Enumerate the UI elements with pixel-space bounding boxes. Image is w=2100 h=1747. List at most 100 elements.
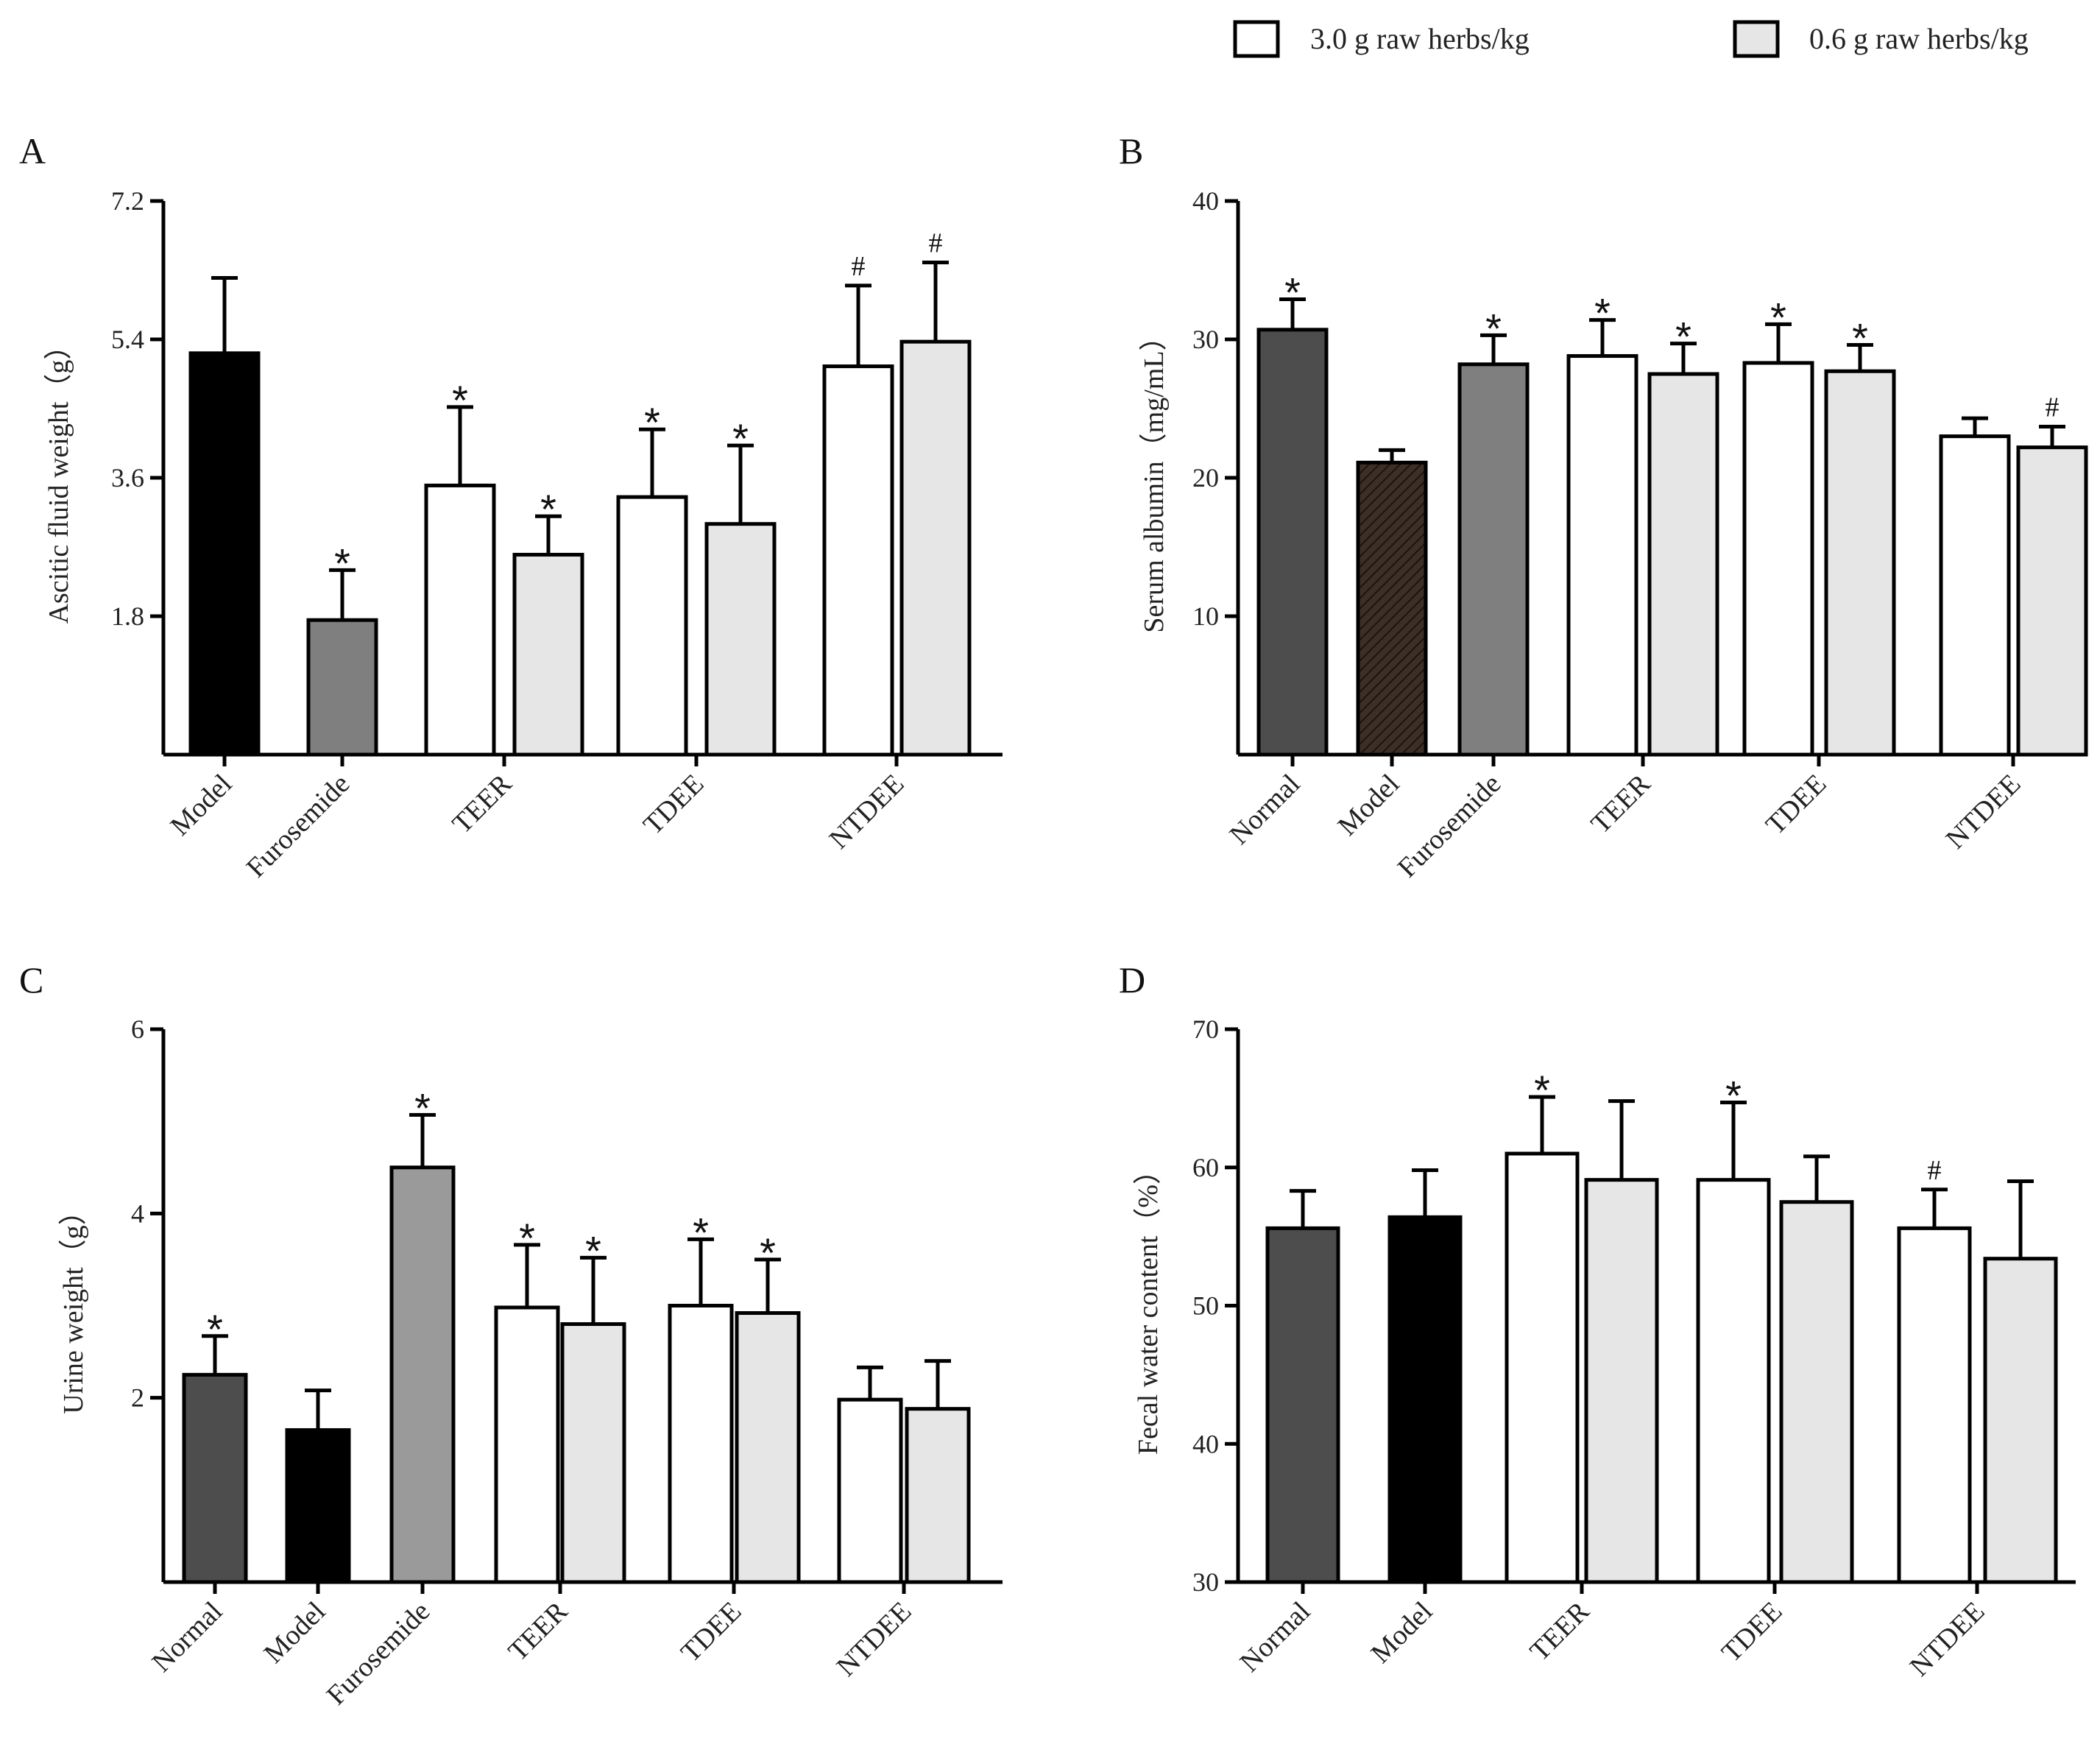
significance-star: * (540, 486, 556, 532)
x-tick-label: Normal (1234, 1596, 1317, 1679)
bar (837, 1397, 903, 1584)
bar (1566, 354, 1638, 757)
significance-star: * (732, 415, 749, 462)
significance-hash: # (852, 251, 866, 282)
bar (1457, 362, 1530, 757)
significance-star: * (334, 540, 350, 586)
significance-star: * (1534, 1067, 1550, 1113)
x-tick-label: NTDEE (1904, 1596, 1991, 1683)
significance-star: * (585, 1227, 601, 1274)
y-tick-label: 10 (1192, 601, 1219, 631)
y-tick-label: 6 (131, 1014, 144, 1044)
y-tick-label: 2 (131, 1383, 144, 1413)
bar (1939, 434, 2011, 757)
bar (668, 1304, 734, 1584)
legend-label-low-dose: 0.6 g raw herbs/kg (1809, 22, 2029, 55)
bar (188, 351, 261, 757)
x-tick-label: Furosemide (241, 769, 356, 884)
x-tick-label: TDEE (675, 1596, 747, 1668)
x-tick-label: Model (165, 769, 238, 842)
bar (182, 1372, 248, 1584)
x-tick-label: Furosemide (1392, 769, 1507, 884)
bar (1779, 1200, 1854, 1584)
x-tick-label: NTDEE (831, 1596, 918, 1683)
y-axis-title: Serum albumin（mg/mL） (1139, 322, 1170, 632)
significance-star: * (760, 1229, 776, 1276)
bar (1505, 1151, 1580, 1584)
bar (2016, 445, 2088, 757)
significance-star: * (1725, 1073, 1742, 1119)
bar (1983, 1257, 2058, 1584)
y-tick-label: 50 (1192, 1291, 1219, 1321)
y-axis-title: Urine weight（g） (58, 1197, 89, 1414)
x-tick-label: TDEE (1716, 1596, 1788, 1668)
significance-hash: # (2046, 392, 2060, 423)
y-axis-title: Ascitic fluid weight（g） (43, 332, 74, 624)
bar (1696, 1178, 1771, 1584)
y-tick-label: 1.8 (111, 601, 144, 631)
bar (735, 1311, 801, 1584)
significance-hash: # (929, 228, 943, 259)
x-tick-label: NTDEE (824, 769, 911, 855)
significance-star: * (1284, 269, 1301, 315)
legend-swatch-high-dose (1233, 20, 1280, 58)
x-tick-label: Model (1365, 1596, 1439, 1670)
significance-star: * (1852, 315, 1868, 361)
significance-star: * (452, 377, 468, 423)
x-tick-label: Model (1332, 769, 1406, 842)
significance-star: * (693, 1209, 709, 1255)
panel-letter: D (1119, 959, 1145, 1000)
bar (1256, 328, 1329, 757)
x-tick-label: Normal (146, 1596, 229, 1679)
bar (285, 1427, 351, 1584)
y-tick-label: 40 (1192, 1429, 1219, 1458)
bar (1356, 460, 1428, 757)
y-tick-label: 3.6 (111, 463, 144, 493)
bar (1897, 1226, 1972, 1584)
significance-star: * (1485, 305, 1502, 351)
bar (494, 1305, 560, 1584)
x-tick-label: Normal (1224, 769, 1307, 851)
significance-hash: # (1928, 1155, 1942, 1186)
bar (306, 618, 378, 757)
significance-star: * (207, 1306, 223, 1352)
x-tick-label: TDEE (637, 769, 710, 841)
panel-letter: B (1119, 130, 1143, 172)
y-tick-label: 60 (1192, 1153, 1219, 1182)
x-tick-label: NTDEE (1940, 769, 2027, 855)
y-tick-label: 30 (1192, 1567, 1219, 1597)
x-tick-label: TEER (503, 1595, 574, 1667)
significance-star: * (1675, 314, 1691, 360)
bar (822, 364, 894, 757)
bar (512, 552, 584, 757)
bar (424, 483, 496, 757)
y-tick-label: 30 (1192, 325, 1219, 354)
y-axis-title: Fecal water content（%） (1133, 1157, 1164, 1455)
panel-letter: A (19, 130, 46, 172)
x-tick-label: Model (258, 1596, 332, 1670)
bar (1584, 1178, 1659, 1584)
significance-star: * (644, 399, 660, 445)
bar (704, 522, 777, 757)
y-tick-label: 4 (131, 1199, 144, 1228)
legend: 3.0 g raw herbs/kg 0.6 g raw herbs/kg (1233, 20, 2029, 58)
y-tick-label: 7.2 (111, 186, 144, 216)
bar (616, 495, 688, 757)
panel-d: D * * #30 40 50 60 70 Normal Model TEER TDEE NTDEE Fe… (1119, 959, 2076, 1682)
bar (560, 1322, 626, 1584)
y-tick-label: 40 (1192, 186, 1219, 216)
x-tick-label: TEER (447, 768, 518, 839)
x-tick-label: TEER (1524, 1595, 1596, 1667)
significance-star: * (1770, 294, 1786, 340)
y-tick-label: 70 (1192, 1014, 1219, 1044)
bar (905, 1407, 971, 1584)
bar (1647, 372, 1719, 757)
x-tick-label: TEER (1585, 768, 1657, 839)
bar (899, 339, 972, 757)
legend-label-high-dose: 3.0 g raw herbs/kg (1310, 22, 1530, 55)
bar (1387, 1215, 1463, 1584)
legend-swatch-low-dose (1733, 20, 1780, 58)
panel-a: A * * * * * # #1.8 3.6 5.4 7.2 Model Furosemide TEER T… (19, 130, 1003, 883)
